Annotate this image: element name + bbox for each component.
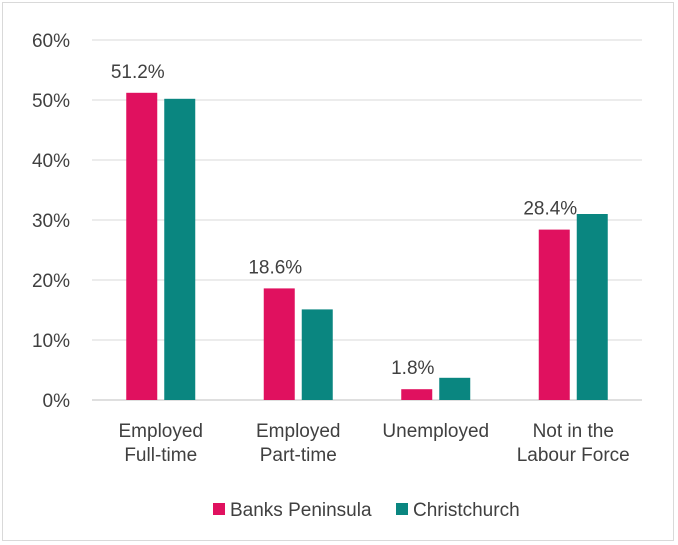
x-tick-label: Full-time <box>124 445 197 466</box>
y-tick-label: 40% <box>32 151 70 172</box>
bar <box>301 309 333 400</box>
data-label: 1.8% <box>391 358 434 379</box>
legend-label: Christchurch <box>413 500 520 521</box>
y-tick-label: 10% <box>32 331 70 352</box>
bar <box>576 214 608 400</box>
y-tick-label: 0% <box>43 391 71 412</box>
bar <box>164 98 196 401</box>
y-axis-ticks: 0% 10% 20% 30% 40% 50% 60% <box>32 31 70 412</box>
legend-swatch <box>213 503 225 515</box>
y-tick-label: 50% <box>32 91 70 112</box>
y-tick-label: 20% <box>32 271 70 292</box>
x-tick-label: Employed <box>256 421 341 442</box>
bar <box>263 288 295 400</box>
bar <box>439 377 471 400</box>
y-tick-label: 30% <box>32 211 70 232</box>
x-axis-labels: Employed Full-time Employed Part-time Unempl… <box>119 421 630 466</box>
bar <box>401 389 433 400</box>
bar <box>126 92 158 401</box>
bars <box>126 92 608 401</box>
x-tick-label: Part-time <box>260 445 337 466</box>
data-label: 28.4% <box>523 199 577 220</box>
x-tick-label: Employed <box>119 421 204 442</box>
legend-swatch <box>396 503 408 515</box>
y-tick-label: 60% <box>32 31 70 52</box>
x-tick-label: Unemployed <box>382 421 489 442</box>
bar <box>538 229 570 400</box>
x-tick-label: Not in the <box>533 421 614 442</box>
x-tick-label: Labour Force <box>517 445 630 466</box>
data-label: 18.6% <box>248 257 302 278</box>
legend: Banks Peninsula Christchurch <box>213 500 520 521</box>
data-label: 51.2% <box>111 62 165 83</box>
legend-label: Banks Peninsula <box>230 500 372 521</box>
data-labels: 51.2% 18.6% 1.8% 28.4% <box>111 62 577 379</box>
